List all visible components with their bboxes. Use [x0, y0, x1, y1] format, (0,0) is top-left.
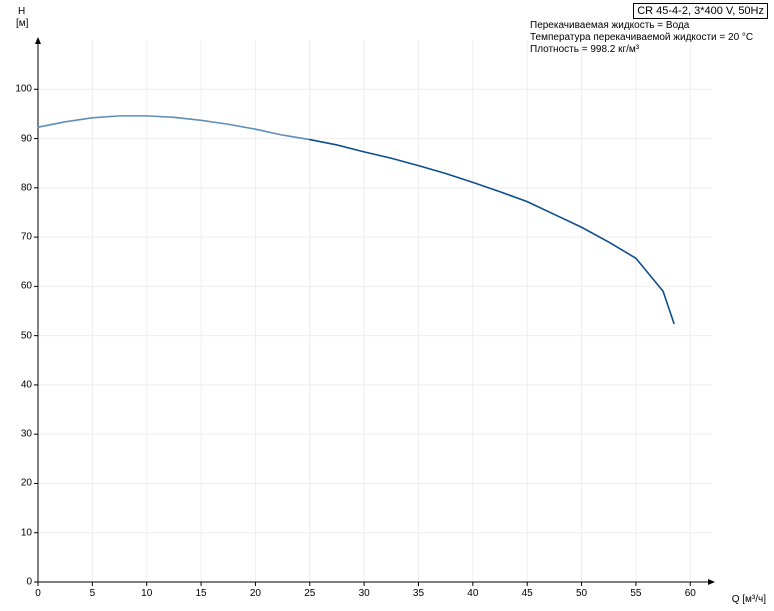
meta-fluid: Перекачиваемая жидкость = Вода	[530, 20, 689, 31]
y-tick-label: 70	[21, 232, 32, 243]
x-tick-label: 30	[359, 588, 370, 599]
x-tick-label: 15	[196, 588, 207, 599]
x-tick-label: 40	[467, 588, 478, 599]
x-tick-label: 0	[35, 588, 41, 599]
meta-density: Плотность = 998.2 кг/м³	[530, 44, 639, 55]
x-tick-label: 45	[522, 588, 533, 599]
pump-curve-chart: CR 45-4-2, 3*400 V, 50Hz Перекачиваемая …	[0, 0, 774, 611]
x-tick-label: 35	[413, 588, 424, 599]
y-axis-label-qty: H	[18, 6, 25, 17]
x-tick-label: 20	[250, 588, 261, 599]
x-tick-label: 50	[576, 588, 587, 599]
chart-title: CR 45-4-2, 3*400 V, 50Hz	[633, 3, 768, 19]
x-tick-label: 60	[685, 588, 696, 599]
x-tick-label: 10	[141, 588, 152, 599]
y-tick-label: 60	[21, 281, 32, 292]
y-tick-label: 30	[21, 429, 32, 440]
y-tick-label: 80	[21, 182, 32, 193]
x-axis-label: Q [м³/ч]	[732, 594, 766, 605]
y-axis-label-unit: [м]	[16, 18, 28, 29]
x-tick-label: 25	[304, 588, 315, 599]
x-tick-label: 55	[630, 588, 641, 599]
meta-temperature: Температура перекачиваемой жидкости = 20…	[530, 32, 753, 43]
chart-svg	[0, 0, 774, 611]
y-tick-label: 90	[21, 133, 32, 144]
x-tick-label: 5	[90, 588, 96, 599]
y-tick-label: 50	[21, 330, 32, 341]
y-tick-label: 40	[21, 379, 32, 390]
y-tick-label: 0	[26, 577, 32, 588]
y-tick-label: 10	[21, 527, 32, 538]
y-tick-label: 20	[21, 478, 32, 489]
y-tick-label: 100	[15, 84, 32, 95]
